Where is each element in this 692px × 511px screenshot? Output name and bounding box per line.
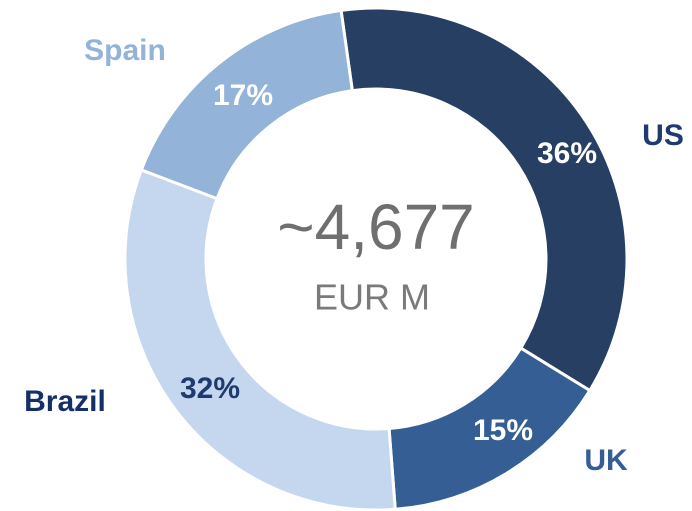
category-label: UK (584, 444, 628, 477)
category-label: US (642, 119, 684, 152)
category-label: Brazil (24, 385, 106, 418)
donut-slice (123, 167, 397, 511)
value-label: 17% (213, 79, 273, 112)
value-label: 32% (180, 372, 240, 405)
category-label: Spain (84, 34, 166, 67)
center-value: ~4,677 (277, 191, 475, 263)
center-unit: EUR M (314, 277, 430, 318)
value-label: 15% (473, 414, 533, 447)
donut-slice (139, 8, 355, 201)
donut-slice (339, 6, 629, 393)
value-label: 36% (537, 137, 597, 170)
